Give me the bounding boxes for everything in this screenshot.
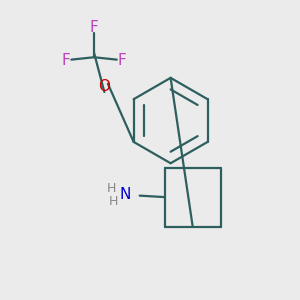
Text: F: F xyxy=(90,20,98,35)
Text: O: O xyxy=(98,79,110,94)
Text: H: H xyxy=(107,182,116,195)
Text: N: N xyxy=(119,187,131,202)
Text: H: H xyxy=(109,195,118,208)
Text: F: F xyxy=(62,53,70,68)
Text: F: F xyxy=(118,53,126,68)
